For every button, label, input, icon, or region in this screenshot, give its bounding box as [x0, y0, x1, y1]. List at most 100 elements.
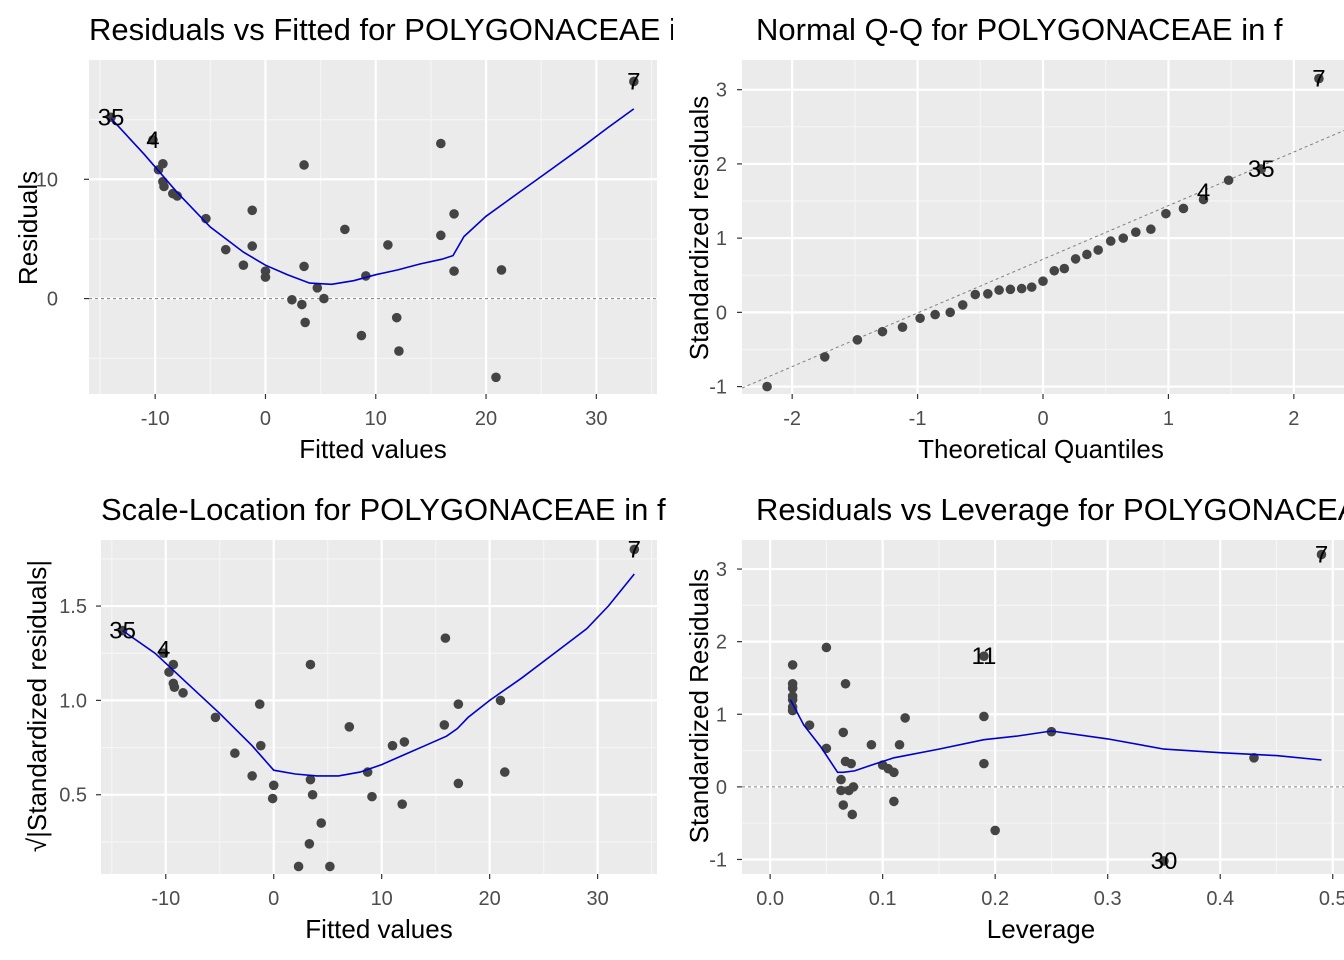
- residuals-vs-leverage-y-tick-label: 2: [716, 632, 727, 654]
- normal-qq-point: [1059, 263, 1070, 274]
- residuals-vs-fitted-x-tick-label: 30: [585, 408, 607, 430]
- residuals-vs-fitted-plot-area: 35 4 7: [89, 68, 657, 383]
- residuals-vs-fitted-y-axis-label: Residuals: [13, 171, 43, 285]
- residuals-vs-leverage-point-label: 7: [1315, 542, 1328, 569]
- scale-location-point: [293, 861, 304, 872]
- residuals-vs-leverage-y-tick-label: -1: [709, 849, 727, 871]
- residuals-vs-leverage-point: [866, 739, 877, 750]
- residuals-vs-fitted-point: [340, 224, 350, 235]
- normal-qq-y-tick-label: 2: [716, 154, 727, 176]
- residuals-vs-leverage-y-tick-label: 3: [716, 559, 727, 581]
- residuals-vs-leverage-point-label: 30: [1151, 848, 1178, 875]
- scale-location-point: [247, 771, 257, 781]
- residuals-vs-leverage-point: [838, 800, 849, 810]
- scale-location-point: [178, 688, 188, 698]
- residuals-vs-fitted-panel-bg: [89, 60, 657, 394]
- normal-qq-y-axis-label: Standardized residuals: [684, 96, 714, 361]
- scale-location-x-tick-label: 10: [371, 888, 393, 910]
- normal-qq-x-tick-label: -2: [783, 408, 801, 430]
- normal-qq-point-label: 7: [1312, 66, 1325, 93]
- scale-location-point: [399, 737, 410, 747]
- residuals-vs-leverage-point: [821, 743, 832, 754]
- normal-qq-panel: 4 35 7 -2 -1 0 1 2 -1 0 1 2 3 Normal Q-Q for POLYGONA…: [684, 12, 1344, 464]
- residuals-vs-leverage-title: Residuals vs Leverage for POLYGONACEAE i…: [756, 492, 1344, 527]
- scale-location-point: [344, 722, 355, 732]
- normal-qq-point: [915, 313, 925, 324]
- residuals-vs-fitted-x-tick-label: -10: [141, 408, 170, 430]
- residuals-vs-leverage-y-axis-label: Standardized Residuals: [684, 569, 714, 844]
- residuals-vs-fitted-point: [300, 317, 310, 328]
- normal-qq-point: [970, 289, 981, 300]
- residuals-vs-fitted-point: [629, 76, 639, 87]
- normal-qq-point: [1256, 164, 1267, 174]
- scale-location-point: [168, 659, 179, 670]
- residuals-vs-fitted-point: [436, 138, 446, 149]
- residuals-vs-leverage-point: [1316, 549, 1327, 560]
- residuals-vs-fitted-point: [247, 205, 258, 216]
- normal-qq-point: [1161, 208, 1171, 219]
- normal-qq-point: [819, 352, 830, 362]
- scale-location-x-tick-label: 20: [479, 888, 501, 910]
- normal-qq-grid: [742, 60, 1344, 394]
- normal-qq-point: [1178, 203, 1189, 214]
- scale-location-panel: 35 4 7 -10 0 10 20 30 0.5 1.0 1.5 Scale-Location fo…: [22, 492, 666, 944]
- residuals-vs-leverage-point: [787, 660, 798, 670]
- scale-location-panel-bg: [101, 540, 657, 874]
- normal-qq-point: [1082, 249, 1092, 260]
- normal-qq-point: [897, 322, 908, 333]
- residuals-vs-fitted-point: [247, 241, 258, 251]
- scale-location-point: [453, 778, 464, 789]
- residuals-vs-fitted-smooth-line: [110, 108, 635, 286]
- normal-qq-point: [1005, 284, 1016, 295]
- residuals-vs-fitted-point: [260, 272, 271, 282]
- residuals-vs-fitted-point: [394, 346, 404, 356]
- residuals-vs-leverage-point: [787, 694, 798, 705]
- normal-qq-x-tick-label: -1: [909, 408, 927, 430]
- residuals-vs-leverage-x-tick-label: 0.1: [869, 888, 897, 910]
- normal-qq-point: [1223, 175, 1234, 186]
- normal-qq-point: [1049, 265, 1060, 276]
- normal-qq-point: [1070, 254, 1081, 264]
- normal-qq-point: [1131, 227, 1141, 237]
- residuals-vs-fitted-point: [172, 191, 183, 201]
- residuals-vs-fitted-point: [312, 283, 323, 293]
- residuals-vs-leverage-plot-area: 11 30 7: [742, 542, 1344, 875]
- residuals-vs-fitted-point: [436, 230, 446, 241]
- scale-location-point: [439, 720, 450, 730]
- residuals-vs-leverage-point: [848, 782, 859, 792]
- residuals-vs-leverage-point: [840, 678, 851, 689]
- scale-location-point: [629, 544, 640, 555]
- scale-location-point-label: 4: [157, 636, 170, 663]
- residuals-vs-fitted-point: [383, 240, 393, 250]
- residuals-vs-fitted-point: [159, 181, 169, 192]
- normal-qq-point: [945, 307, 955, 318]
- residuals-vs-fitted-point-label: 35: [98, 104, 125, 131]
- scale-location-point: [499, 767, 510, 777]
- residuals-vs-leverage-y-tick-label: 0: [716, 777, 727, 799]
- residuals-vs-fitted-point: [319, 293, 329, 304]
- scale-location-point: [495, 695, 506, 706]
- residuals-vs-leverage-point: [804, 720, 815, 730]
- scale-location-x-tick-label: -10: [151, 888, 180, 910]
- scale-location-point: [304, 839, 315, 849]
- residuals-vs-leverage-point: [846, 758, 856, 769]
- scale-location-point: [164, 667, 174, 677]
- residuals-vs-leverage-point: [889, 796, 899, 807]
- residuals-vs-fitted-point-label: 4: [146, 127, 159, 154]
- normal-qq-y-tick-label: 1: [716, 228, 727, 250]
- residuals-vs-fitted-point-label: 7: [627, 68, 640, 95]
- normal-qq-plot-area: 4 35 7: [742, 66, 1344, 392]
- normal-qq-point: [994, 285, 1004, 295]
- normal-qq-title: Normal Q-Q for POLYGONACEAE in f: [756, 12, 1283, 47]
- scale-location-point: [254, 699, 265, 709]
- residuals-vs-fitted-point: [449, 266, 459, 276]
- normal-qq-x-axis-label: Theoretical Quantiles: [918, 434, 1164, 464]
- scale-location-point: [307, 789, 318, 800]
- residuals-vs-leverage-x-tick-label: 0.5: [1319, 888, 1344, 910]
- scale-location-point: [255, 740, 266, 751]
- scale-location-grid: [101, 540, 657, 874]
- residuals-vs-leverage-x-axis-label: Leverage: [987, 914, 1095, 944]
- normal-qq-point: [877, 326, 888, 337]
- scale-location-point: [440, 633, 451, 643]
- residuals-vs-fitted-point: [220, 244, 231, 255]
